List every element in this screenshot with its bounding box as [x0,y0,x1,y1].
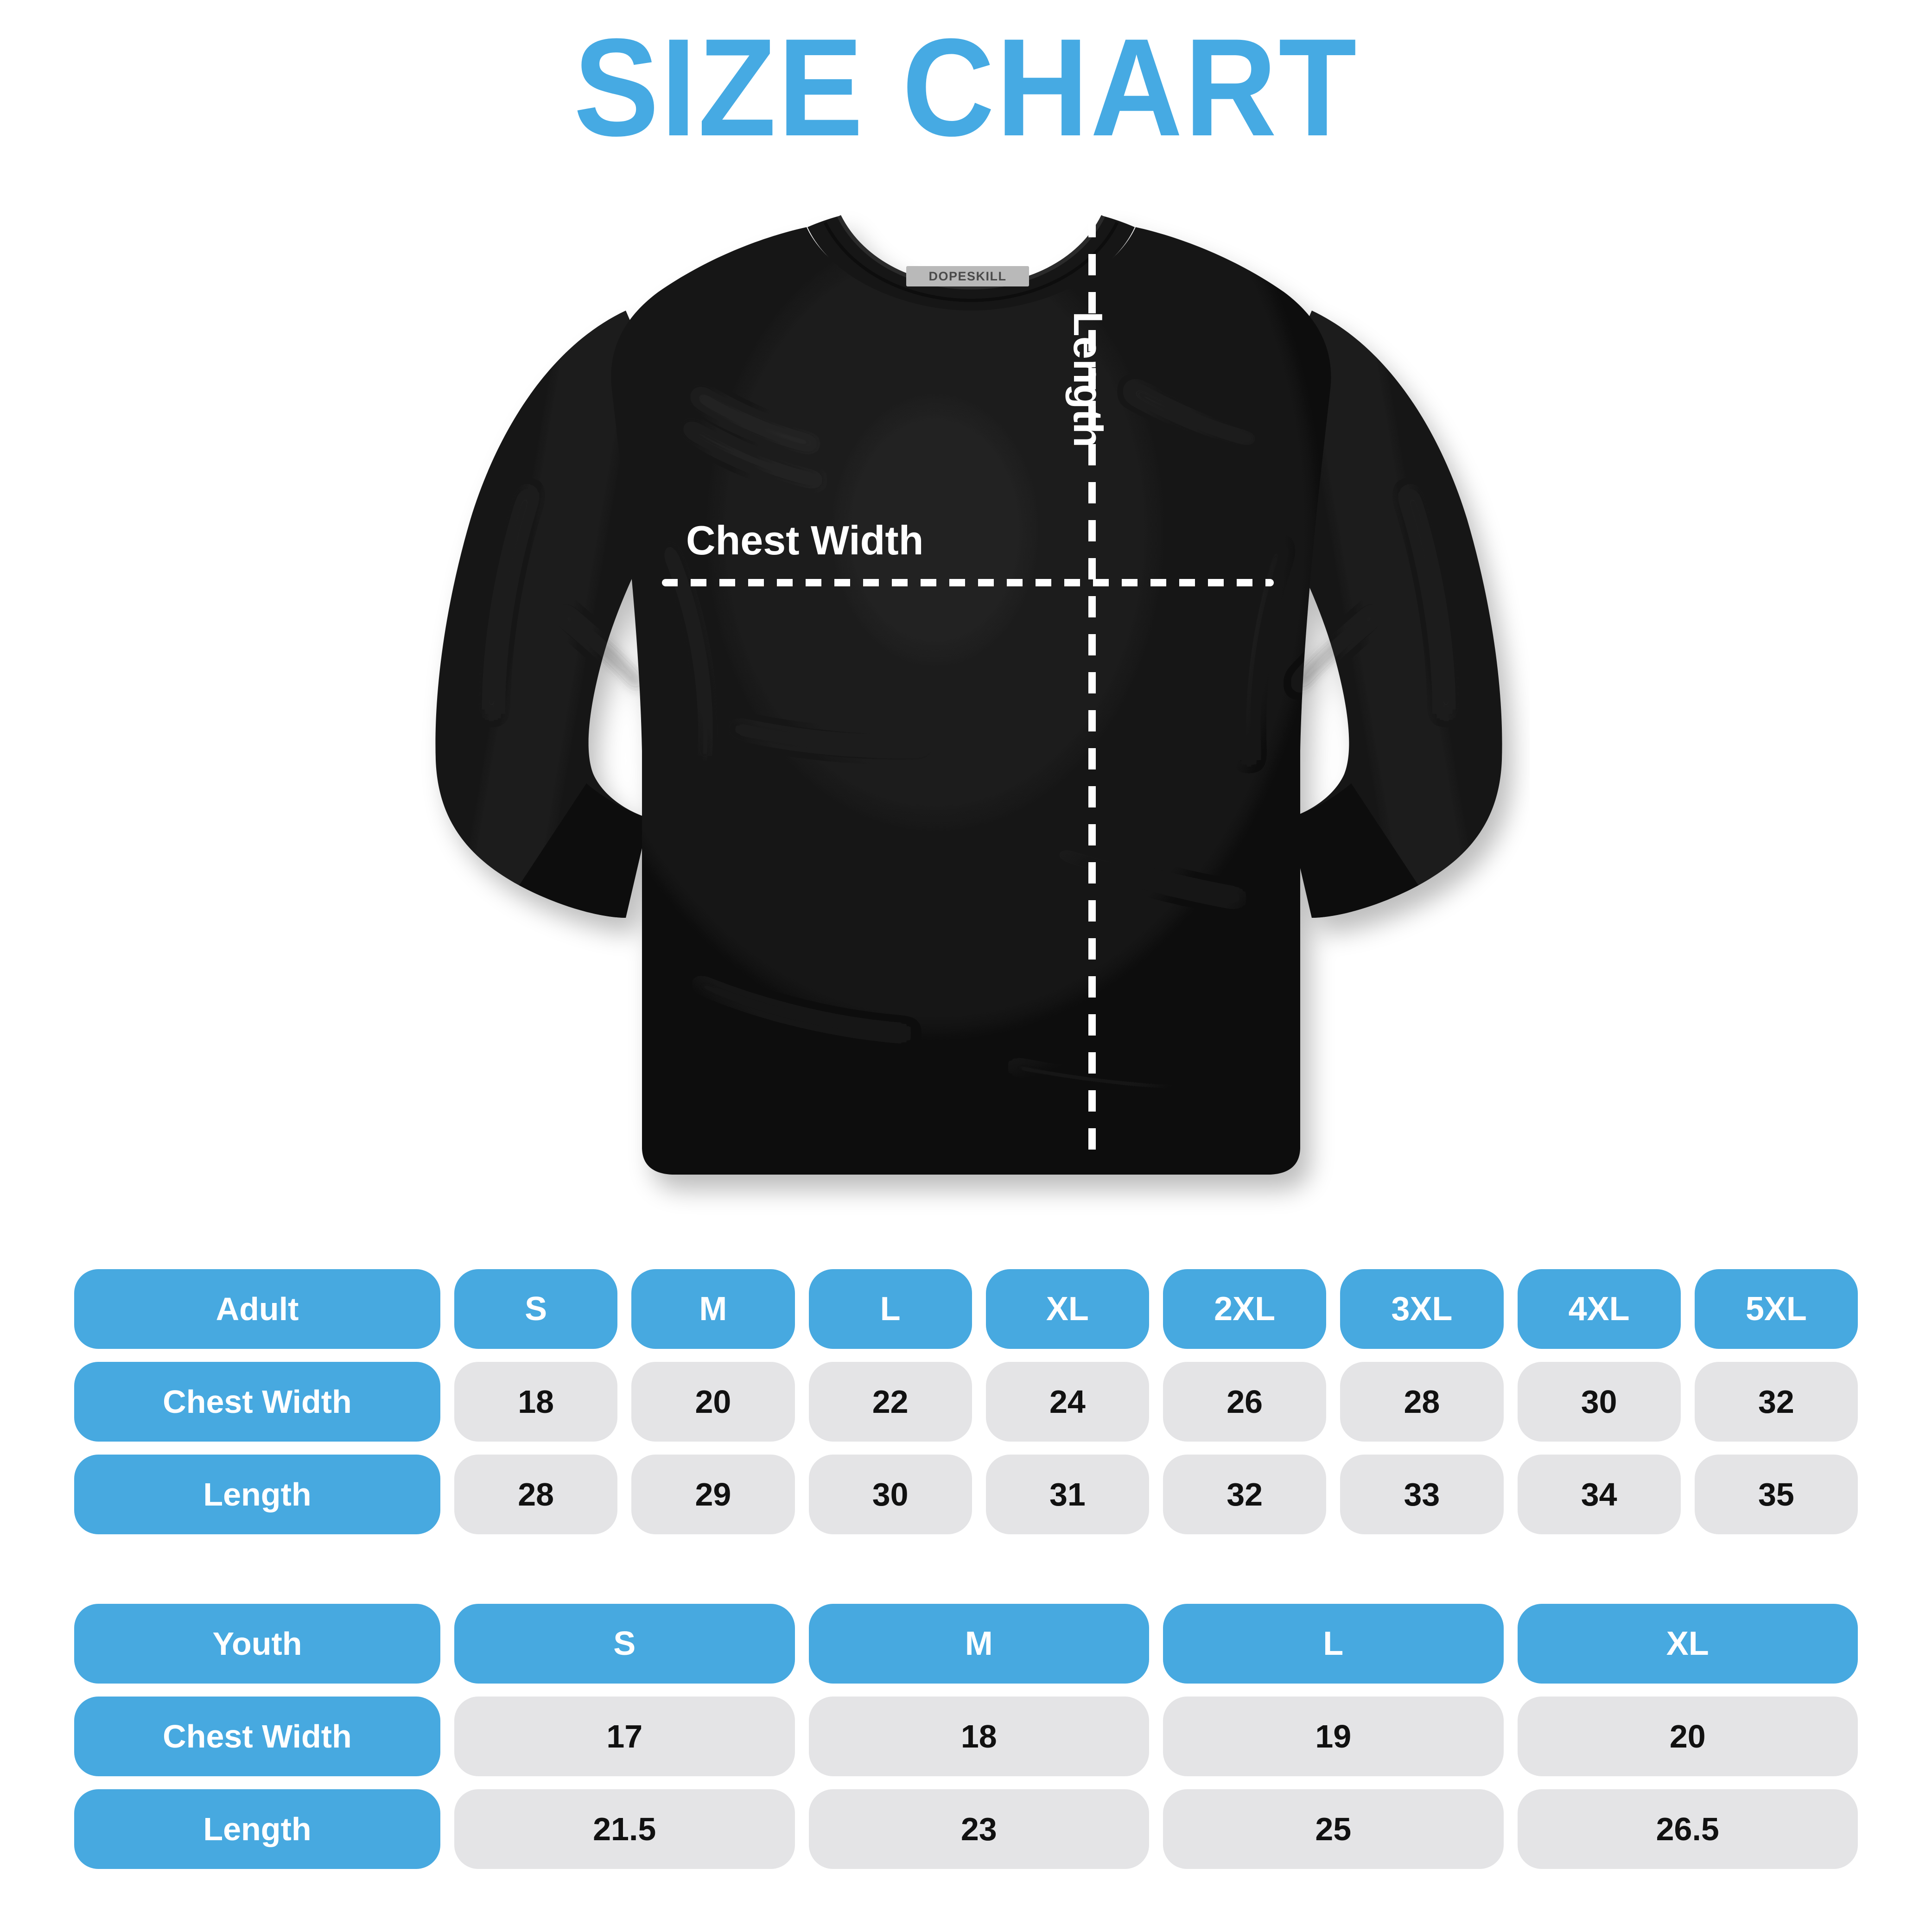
youth-size-table: Youth S M L XL Chest Width 17 18 19 20 L… [74,1604,1858,1869]
table-cell: 17 [454,1697,795,1776]
chest-width-annotation: Chest Width [686,517,924,563]
table-cell: 30 [1517,1362,1681,1442]
table-cell: 30 [808,1455,972,1534]
garment-illustration [408,195,1530,1261]
length-dashed-line [1088,216,1096,1165]
table-cell: 25 [1163,1789,1504,1869]
youth-table-title: Youth [74,1604,440,1684]
youth-size-header: L [1163,1604,1504,1684]
long-sleeve-tshirt-icon [435,215,1502,1175]
adult-table-title: Adult [74,1269,440,1349]
chest-width-dashed-line [662,579,1274,586]
table-cell: 34 [1517,1455,1681,1534]
adult-header-row: Adult S M L XL 2XL 3XL 4XL 5XL [74,1269,1858,1349]
table-cell: 26 [1163,1362,1327,1442]
brand-neck-label: DOPESKILL [906,266,1029,286]
row-label: Chest Width [74,1697,440,1776]
table-cell: 18 [808,1697,1149,1776]
row-label: Length [74,1789,440,1869]
page-title: SIZE CHART [573,9,1359,165]
table-cell: 21.5 [454,1789,795,1869]
table-cell: 22 [808,1362,972,1442]
youth-size-header: M [808,1604,1149,1684]
table-row: Length 28 29 30 31 32 33 34 35 [74,1455,1858,1534]
table-cell: 24 [985,1362,1149,1442]
table-cell: 29 [631,1455,795,1534]
row-label: Chest Width [74,1362,440,1442]
youth-header-row: Youth S M L XL [74,1604,1858,1684]
table-cell: 28 [1340,1362,1504,1442]
table-cell: 20 [631,1362,795,1442]
table-cell: 33 [1340,1455,1504,1534]
table-cell: 19 [1163,1697,1504,1776]
adult-size-table: Adult S M L XL 2XL 3XL 4XL 5XL Chest Wid… [74,1269,1858,1534]
table-cell: 31 [985,1455,1149,1534]
table-row: Chest Width 18 20 22 24 26 28 30 32 [74,1362,1858,1442]
table-cell: 28 [454,1455,618,1534]
adult-size-header: 2XL [1163,1269,1327,1349]
table-cell: 26.5 [1517,1789,1858,1869]
table-row: Chest Width 17 18 19 20 [74,1697,1858,1776]
row-label: Length [74,1455,440,1534]
table-cell: 35 [1694,1455,1858,1534]
youth-size-header: XL [1517,1604,1858,1684]
adult-size-header: S [454,1269,618,1349]
adult-size-header: 4XL [1517,1269,1681,1349]
table-cell: 32 [1163,1455,1327,1534]
adult-size-header: L [808,1269,972,1349]
adult-size-header: M [631,1269,795,1349]
table-cell: 18 [454,1362,618,1442]
adult-size-header: 5XL [1694,1269,1858,1349]
length-annotation: Length [1065,311,1111,448]
table-row: Length 21.5 23 25 26.5 [74,1789,1858,1869]
youth-size-header: S [454,1604,795,1684]
adult-size-header: XL [985,1269,1149,1349]
table-cell: 32 [1694,1362,1858,1442]
table-cell: 23 [808,1789,1149,1869]
adult-size-header: 3XL [1340,1269,1504,1349]
table-cell: 20 [1517,1697,1858,1776]
